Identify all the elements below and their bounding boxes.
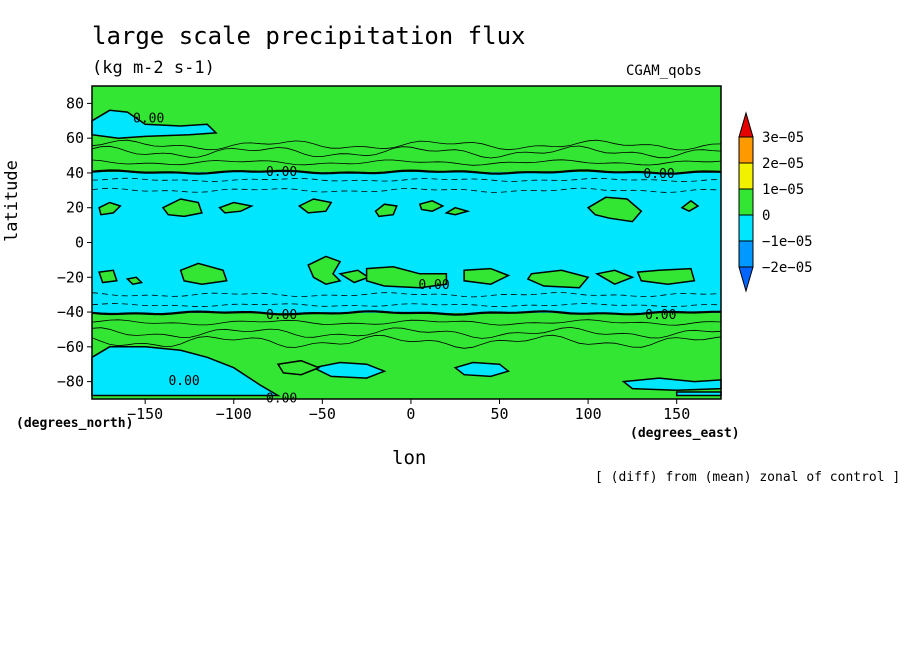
negative-contour-1	[91, 177, 722, 182]
x-axis-units: (degrees_east)	[630, 426, 740, 441]
zero-contour-2	[91, 310, 721, 316]
chart-title: large scale precipitation flux	[92, 22, 526, 50]
positive-blob-6	[418, 200, 445, 212]
colorbar-level-label: −2e−05	[762, 260, 813, 276]
colorbar-segment	[738, 188, 754, 216]
y-tick-label: −40	[57, 303, 84, 321]
y-axis-ticks: 80 60 40 20 0 −20 −40 −60 −80	[57, 94, 92, 391]
contour-label: 0.00	[645, 308, 676, 323]
contour-fills	[91, 86, 722, 399]
arctic-negative-patch	[91, 109, 218, 139]
positive-blob-18	[636, 267, 696, 285]
y-tick-label: 60	[66, 129, 84, 147]
x-axis-label: lon	[392, 447, 427, 469]
positive-contour-2	[91, 145, 722, 159]
y-tick-label: −20	[57, 268, 84, 286]
positive-contour-5	[91, 326, 722, 339]
colorbar-segment	[738, 162, 754, 190]
southern-positive-blob	[276, 359, 321, 376]
positive-blob-4	[297, 198, 333, 214]
contour-label: 0.00	[418, 278, 449, 293]
y-tick-label: 20	[66, 199, 84, 217]
positive-blob-10	[98, 269, 118, 284]
positive-contour-6	[91, 334, 722, 349]
contour-lines	[91, 139, 722, 349]
x-tick-label: 50	[490, 405, 508, 423]
x-tick-label: −100	[216, 405, 252, 423]
positive-blob-2	[161, 198, 203, 218]
y-tick-label: 80	[66, 94, 84, 112]
colorbar-level-label: 1e−05	[762, 182, 804, 198]
contour-label: 0.00	[168, 374, 199, 389]
contour-labels: 0.000.00 0.000.000.00 0.000.000.00	[133, 111, 676, 406]
positive-blob-5	[374, 203, 398, 218]
antarctic-negative-patch	[91, 346, 281, 397]
antarctic-negative-patch-3	[453, 361, 511, 378]
contour-label: 0.00	[133, 111, 164, 126]
colorbar-level-label: 0	[762, 208, 770, 224]
contour-label: 0.00	[643, 167, 674, 182]
footnote: [ (diff) from (mean) zonal of control ]	[595, 470, 901, 485]
x-axis-ticks: −150 −100 −50 0 50 100 150	[127, 399, 690, 423]
negative-contour-2	[91, 187, 722, 193]
colorbar-level-label: 3e−05	[762, 130, 804, 146]
equatorial-negative-band	[92, 172, 721, 313]
run-label: CGAM_qobs	[626, 63, 702, 79]
x-tick-label: −50	[309, 405, 336, 423]
positive-contour-4	[91, 319, 722, 326]
positive-blob-11	[179, 262, 228, 285]
negative-contour-4	[91, 303, 722, 308]
contour-label: 0.00	[266, 165, 297, 180]
positive-blob-14	[365, 266, 448, 289]
positive-blob-19	[125, 276, 144, 286]
negative-contour-3	[91, 292, 722, 298]
colorbar-level-label: −1e−05	[762, 234, 813, 250]
contour-label: 0.00	[266, 308, 297, 323]
positive-blob-7	[444, 206, 471, 216]
positive-blob-3	[218, 201, 254, 214]
colorbar: 3e−05 2e−05 1e−05 0 −1e−05 −2e−05	[738, 111, 813, 293]
x-tick-label: 150	[663, 405, 690, 423]
positive-contour-1	[91, 139, 722, 151]
chart-units: (kg m-2 s-1)	[92, 58, 215, 78]
y-tick-label: −60	[57, 338, 84, 356]
antarctic-negative-patch-2	[311, 361, 387, 379]
positive-blob-1	[98, 201, 122, 216]
y-tick-label: −80	[57, 373, 84, 391]
zero-contour-1	[91, 169, 722, 175]
positive-blob-17	[594, 269, 635, 286]
positive-blob-9	[680, 199, 700, 213]
positive-blob-15	[463, 267, 511, 285]
x-tick-label: 100	[575, 405, 602, 423]
colorbar-level-label: 2e−05	[762, 156, 804, 172]
y-tick-label: 40	[66, 164, 84, 182]
colorbar-bottom-arrow	[738, 266, 754, 293]
colorbar-segment	[738, 136, 754, 164]
positive-contour-3	[91, 159, 722, 166]
colorbar-segment	[738, 214, 754, 242]
y-tick-label: 0	[75, 234, 84, 252]
positive-blob-12	[307, 255, 342, 285]
positive-blob-8	[586, 196, 643, 223]
x-tick-label: −150	[127, 405, 163, 423]
colorbar-segment	[738, 240, 754, 268]
antarctic-negative-patch-5	[675, 391, 722, 397]
positive-blob-16	[526, 269, 590, 289]
colorbar-top-arrow	[738, 111, 754, 138]
x-tick-label: 0	[406, 405, 415, 423]
y-axis-units: (degrees_north)	[16, 416, 134, 431]
